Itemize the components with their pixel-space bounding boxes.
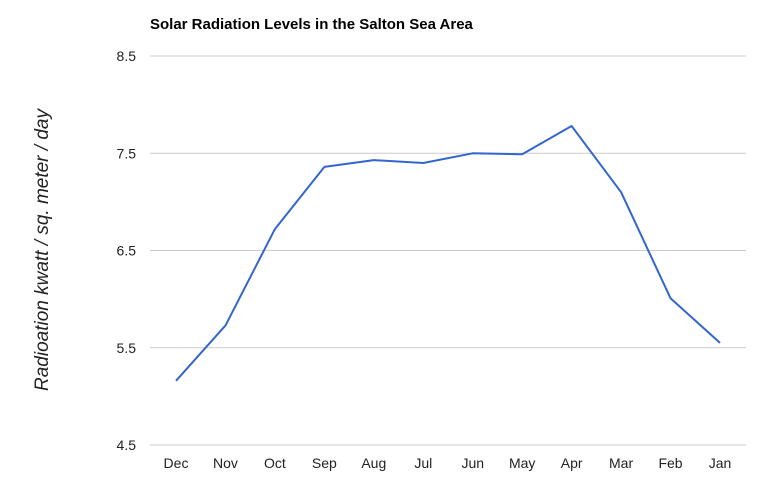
x-tick-label: Jan: [709, 455, 732, 471]
x-tick-label: May: [509, 455, 535, 471]
gridlines: [150, 55, 746, 446]
y-tick-label: 6.5: [117, 243, 137, 259]
x-tick-label: Aug: [361, 455, 386, 471]
y-tick-label: 8.5: [117, 48, 137, 64]
x-tick-label: Apr: [561, 455, 583, 471]
y-axis-label: Radioation kwatt / sq. meter / day: [32, 108, 53, 391]
x-tick-label: Nov: [213, 455, 238, 471]
x-tick-label: Jul: [414, 455, 432, 471]
series-layer: [175, 125, 721, 382]
y-tick-label: 7.5: [117, 145, 137, 161]
series-line: [175, 125, 721, 382]
y-axis-ticks: 4.5 5.5 6.5 7.5 8.5: [117, 48, 137, 453]
y-tick-label: 5.5: [117, 340, 137, 356]
x-axis-ticks: Dec Nov Oct Sep Aug Jul Jun May Apr Mar Feb Jan: [164, 455, 732, 471]
x-tick-label: Feb: [658, 455, 682, 471]
x-tick-label: Mar: [609, 455, 633, 471]
x-tick-label: Dec: [164, 455, 189, 471]
x-tick-label: Sep: [312, 455, 337, 471]
chart-title: Solar Radiation Levels in the Salton Sea…: [150, 16, 474, 33]
x-tick-label: Jun: [461, 455, 484, 471]
x-tick-label: Oct: [264, 455, 286, 471]
y-tick-label: 4.5: [117, 437, 137, 453]
